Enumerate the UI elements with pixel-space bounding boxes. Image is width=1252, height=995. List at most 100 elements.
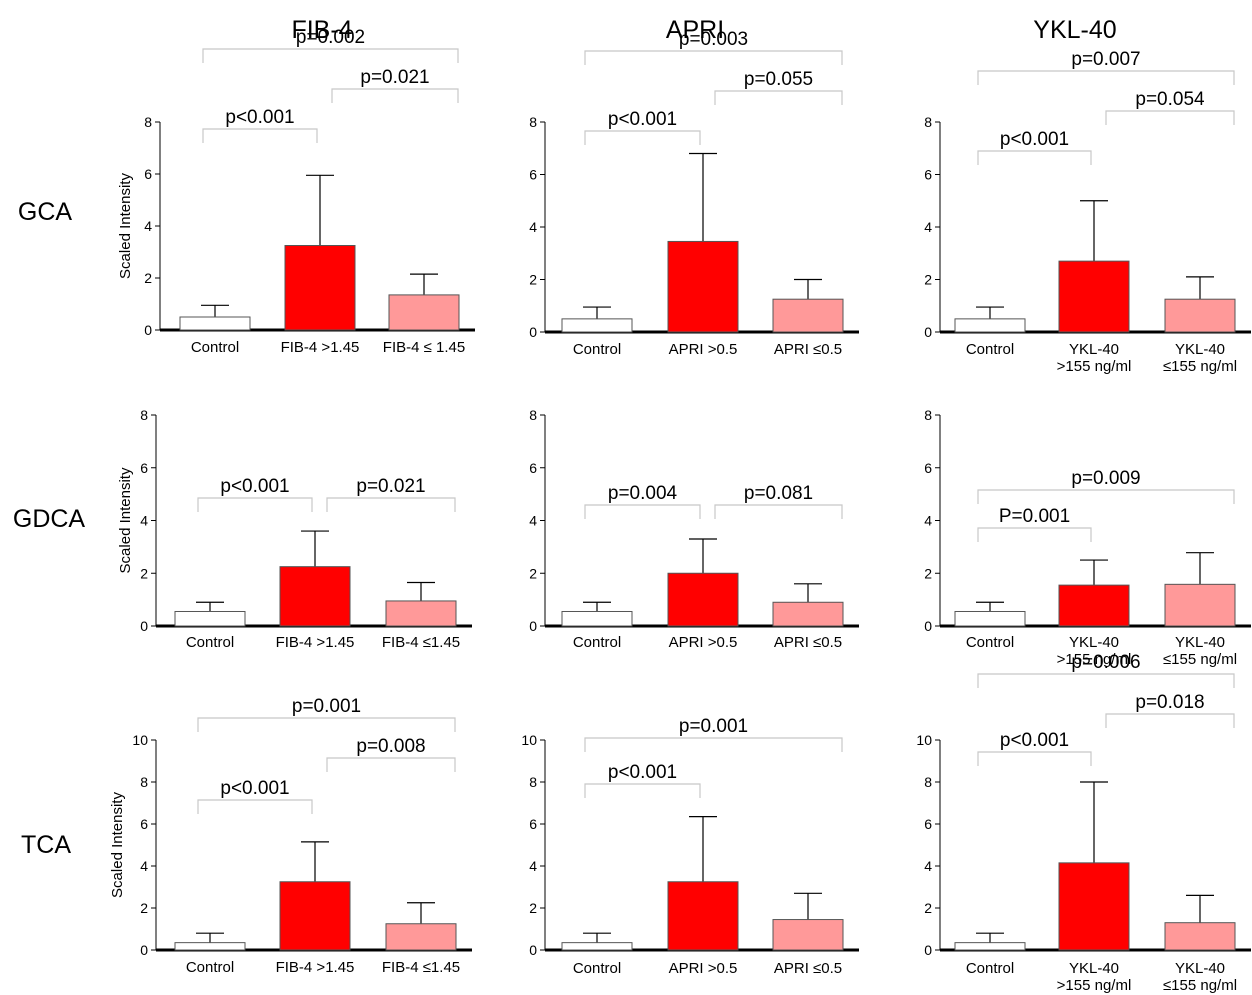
y-tick-label: 8 — [140, 407, 148, 423]
x-tick-label: FIB-4 ≤ 1.45 — [383, 339, 465, 356]
row-label-gca: GCA — [18, 198, 73, 226]
p-value-label: p<0.001 — [608, 109, 677, 130]
y-tick-label: 0 — [924, 324, 932, 340]
y-tick-label: 0 — [140, 618, 148, 634]
bar — [772, 298, 844, 333]
y-tick-label: 8 — [529, 114, 537, 130]
x-tick-label: Control — [186, 959, 234, 976]
x-tick-label: >155 ng/ml — [1057, 358, 1132, 375]
y-tick-label: 4 — [529, 513, 537, 529]
y-tick-label: 8 — [140, 774, 148, 790]
x-tick-label: YKL-40 — [1175, 341, 1225, 358]
x-tick-label: APRI >0.5 — [669, 341, 738, 358]
y-tick-label: 4 — [924, 858, 932, 874]
y-tick-label: 2 — [529, 900, 537, 916]
bar — [561, 318, 633, 333]
x-tick-label: YKL-40 — [1069, 341, 1119, 358]
significance-bracket — [197, 717, 456, 732]
x-tick-label: YKL-40 — [1175, 634, 1225, 651]
x-tick-label: FIB-4 >1.45 — [276, 634, 355, 651]
bar — [1164, 922, 1236, 951]
bar — [561, 610, 633, 627]
chart-panel-tca-apri: 0 2 4 6 8 10 Control APRI >0.5 APRI ≤0.5 p<0.001 p… — [521, 716, 859, 977]
y-tick-label: 8 — [924, 407, 932, 423]
bar — [279, 566, 351, 627]
y-tick-label: 10 — [521, 732, 537, 748]
bar — [667, 572, 739, 627]
y-tick-label: 0 — [529, 324, 537, 340]
bar — [561, 942, 633, 951]
significance-bracket — [1105, 713, 1235, 728]
p-value-label: p<0.001 — [1000, 730, 1069, 751]
x-tick-label: FIB-4 >1.45 — [276, 959, 355, 976]
y-tick-label: 0 — [924, 942, 932, 958]
y-tick-label: 2 — [140, 565, 148, 581]
bar — [385, 600, 457, 627]
x-tick-label: APRI ≤0.5 — [774, 341, 842, 358]
bar — [1058, 584, 1130, 627]
x-tick-label: >155 ng/ml — [1057, 651, 1132, 668]
significance-bracket — [977, 751, 1092, 766]
significance-bracket — [977, 70, 1235, 85]
p-value-label: p=0.021 — [360, 67, 429, 88]
p-value-label: p<0.001 — [220, 778, 289, 799]
y-tick-label: 0 — [140, 942, 148, 958]
bar — [667, 240, 739, 333]
chart-panel-gca-fib4: 0 2 4 6 8 Scaled Intensity Control FIB-4 >1.45 F… — [117, 27, 475, 356]
y-tick-label: 4 — [924, 219, 932, 235]
chart-panel-gdca-apri: 0 2 4 6 8 Control APRI >0.5 APRI ≤0.5 p=0.004 p=0… — [529, 407, 859, 651]
y-tick-label: 4 — [529, 219, 537, 235]
x-tick-label: >155 ng/ml — [1057, 977, 1132, 994]
x-tick-label: FIB-4 >1.45 — [281, 339, 360, 356]
bar — [1058, 260, 1130, 333]
p-value-label: p=0.002 — [296, 27, 365, 48]
y-tick-label: 6 — [924, 816, 932, 832]
x-tick-label: Control — [573, 634, 621, 651]
significance-bracket — [197, 799, 313, 814]
significance-bracket — [977, 150, 1092, 165]
x-tick-label: Control — [966, 341, 1014, 358]
significance-bracket — [326, 497, 456, 512]
x-tick-label: APRI ≤0.5 — [774, 634, 842, 651]
bar — [388, 294, 460, 331]
p-value-label: p=0.007 — [1071, 49, 1140, 70]
bar — [1164, 583, 1236, 627]
p-value-label: p=0.001 — [292, 696, 361, 717]
p-value-label: p=0.081 — [744, 483, 813, 504]
y-tick-label: 8 — [924, 114, 932, 130]
x-tick-label: APRI ≤0.5 — [774, 960, 842, 977]
p-value-label: p<0.001 — [608, 762, 677, 783]
significance-bracket — [977, 489, 1235, 504]
x-tick-label: Control — [966, 960, 1014, 977]
y-tick-label: 0 — [529, 942, 537, 958]
x-tick-label: APRI >0.5 — [669, 634, 738, 651]
y-tick-label: 6 — [924, 167, 932, 183]
x-tick-label: ≤155 ng/ml — [1163, 358, 1237, 375]
p-value-label: p<0.001 — [225, 107, 294, 128]
y-tick-label: 8 — [144, 114, 152, 130]
x-tick-label: ≤155 ng/ml — [1163, 651, 1237, 668]
y-tick-label: 6 — [140, 816, 148, 832]
significance-bracket — [584, 130, 701, 145]
p-value-label: p=0.008 — [356, 736, 425, 757]
chart-panel-gca-apri: 0 2 4 6 8 Control APRI >0.5 APRI ≤0.5 p<0.001 p=0… — [529, 29, 859, 358]
x-tick-label: FIB-4 ≤1.45 — [382, 634, 460, 651]
y-tick-label: 0 — [924, 618, 932, 634]
y-tick-label: 2 — [529, 272, 537, 288]
x-tick-label: APRI >0.5 — [669, 960, 738, 977]
p-value-label: p=0.003 — [679, 29, 748, 50]
significance-bracket — [202, 48, 459, 63]
significance-bracket — [331, 88, 459, 103]
significance-bracket — [977, 527, 1092, 542]
row-label-tca: TCA — [21, 831, 71, 859]
bar — [284, 245, 356, 331]
bar — [1164, 298, 1236, 333]
x-tick-label: Control — [573, 960, 621, 977]
p-value-label: p=0.021 — [356, 476, 425, 497]
y-tick-label: 10 — [132, 732, 148, 748]
column-title-fib4: FIB-4 — [291, 16, 352, 44]
significance-bracket — [1105, 110, 1235, 125]
x-tick-label: Control — [573, 341, 621, 358]
bar — [385, 923, 457, 951]
